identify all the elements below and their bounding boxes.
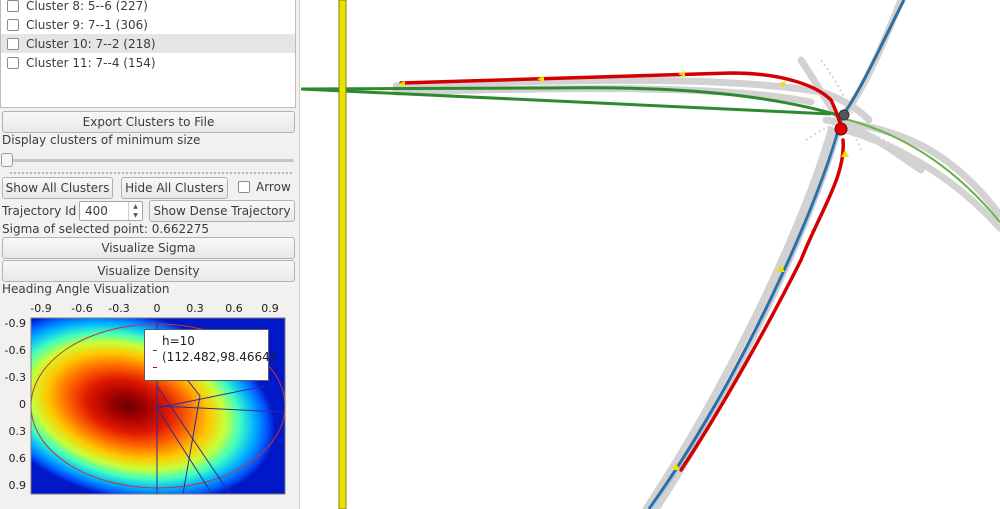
x-tick-label: -0.3 — [108, 302, 129, 315]
tooltip-marker-blue — [153, 350, 157, 351]
x-tick-label: -0.9 — [30, 302, 51, 315]
trajectory-map[interactable] — [300, 0, 1000, 509]
cluster-list[interactable]: Cluster 8: 5--6 (227) Cluster 9: 7--1 (3… — [0, 0, 296, 108]
arrow-label: Arrow — [256, 180, 291, 194]
x-tick-label: 0 — [154, 302, 161, 315]
min-size-label: Display clusters of minimum size — [2, 133, 201, 147]
list-item[interactable]: Cluster 11: 7--4 (154) — [1, 53, 295, 72]
show-dense-trajectory-button[interactable]: Show Dense Trajectory — [149, 200, 295, 222]
road-green-west — [300, 87, 832, 116]
cluster-checkbox[interactable] — [7, 18, 19, 31]
export-clusters-button[interactable]: Export Clusters to File — [2, 111, 295, 133]
list-item[interactable]: Cluster 8: 5--6 (227) — [1, 0, 295, 15]
min-size-slider-handle[interactable] — [1, 153, 13, 167]
visualize-sigma-button[interactable]: Visualize Sigma — [2, 237, 295, 259]
cluster-label: Cluster 9: 7--1 (306) — [26, 17, 148, 32]
cluster-label: Cluster 11: 7--4 (154) — [26, 55, 156, 70]
x-tick-label: 0.6 — [225, 302, 243, 315]
control-panel: Cluster 8: 5--6 (227) Cluster 9: 7--1 (3… — [0, 0, 300, 509]
y-tick-label: -0.3 — [5, 371, 26, 384]
cluster-checkbox[interactable] — [7, 37, 19, 50]
x-tick-label: 0.9 — [261, 302, 279, 315]
road-blue-north — [841, 0, 906, 116]
visualize-density-button[interactable]: Visualize Density — [2, 260, 295, 282]
road-blue-south — [647, 119, 843, 509]
tooltip-heading: h=10 — [162, 334, 195, 348]
sigma-ellipse — [31, 323, 285, 489]
heading-angle-heatmap[interactable]: -0.9 -0.6 -0.3 0 0.3 0.6 0.9 -0.9 -0.6 -0.3 0 0.3 0… — [0, 296, 298, 509]
cluster-label: Cluster 8: 5--6 (227) — [26, 0, 148, 13]
min-size-slider-track[interactable] — [4, 159, 294, 162]
y-tick-label: 0 — [19, 398, 26, 411]
trajectory-id-value: 400 — [85, 204, 108, 218]
y-tick-label: 0.3 — [9, 425, 27, 438]
sigma-readout: Sigma of selected point: 0.662275 — [2, 222, 209, 236]
y-tick-label: 0.6 — [9, 452, 27, 465]
y-tick-label: 0.9 — [9, 479, 27, 492]
map-view[interactable] — [300, 0, 1000, 509]
plot-frame — [30, 317, 286, 495]
road-blue-highlight — [651, 121, 843, 509]
direction-arrows — [398, 71, 849, 470]
x-tick-label: 0.3 — [186, 302, 204, 315]
road-green-east — [840, 117, 1000, 223]
tooltip-marker-red — [153, 367, 157, 368]
cluster-label: Cluster 10: 7--2 (218) — [26, 36, 156, 51]
arrow-checkbox[interactable] — [238, 181, 250, 193]
x-tick-label: -0.6 — [71, 302, 92, 315]
intersection-node[interactable] — [838, 109, 850, 121]
slider-tick-marks — [10, 172, 292, 174]
vertical-axis-line — [338, 0, 347, 509]
cluster-checkbox[interactable] — [7, 56, 19, 69]
red-node[interactable] — [834, 122, 848, 136]
trajectory-id-spinbox[interactable]: 400 ▲ ▼ — [79, 201, 143, 221]
y-tick-label: -0.9 — [5, 317, 26, 330]
hide-all-clusters-button[interactable]: Hide All Clusters — [121, 177, 228, 199]
selected-cluster — [399, 71, 845, 472]
point-tooltip: h=10 (112.482,98.4664) — [144, 329, 274, 381]
trajectory-id-label: Trajectory Id — [2, 204, 77, 218]
heading-angle-plot[interactable]: -0.9 -0.6 -0.3 0 0.3 0.6 0.9 -0.9 -0.6 -0.3 0 0.3 0… — [0, 296, 298, 509]
show-all-clusters-button[interactable]: Show All Clusters — [2, 177, 113, 199]
tooltip-coordinates: (112.482,98.4664) — [162, 350, 275, 364]
y-tick-label: -0.6 — [5, 344, 26, 357]
heading-angle-label: Heading Angle Visualization — [2, 282, 170, 296]
spin-arrows-icon[interactable]: ▲ ▼ — [128, 202, 142, 220]
list-item[interactable]: Cluster 9: 7--1 (306) — [1, 15, 295, 34]
road-green — [300, 86, 842, 118]
cluster-checkbox[interactable] — [7, 0, 19, 12]
list-item-selected[interactable]: Cluster 10: 7--2 (218) — [1, 34, 295, 53]
